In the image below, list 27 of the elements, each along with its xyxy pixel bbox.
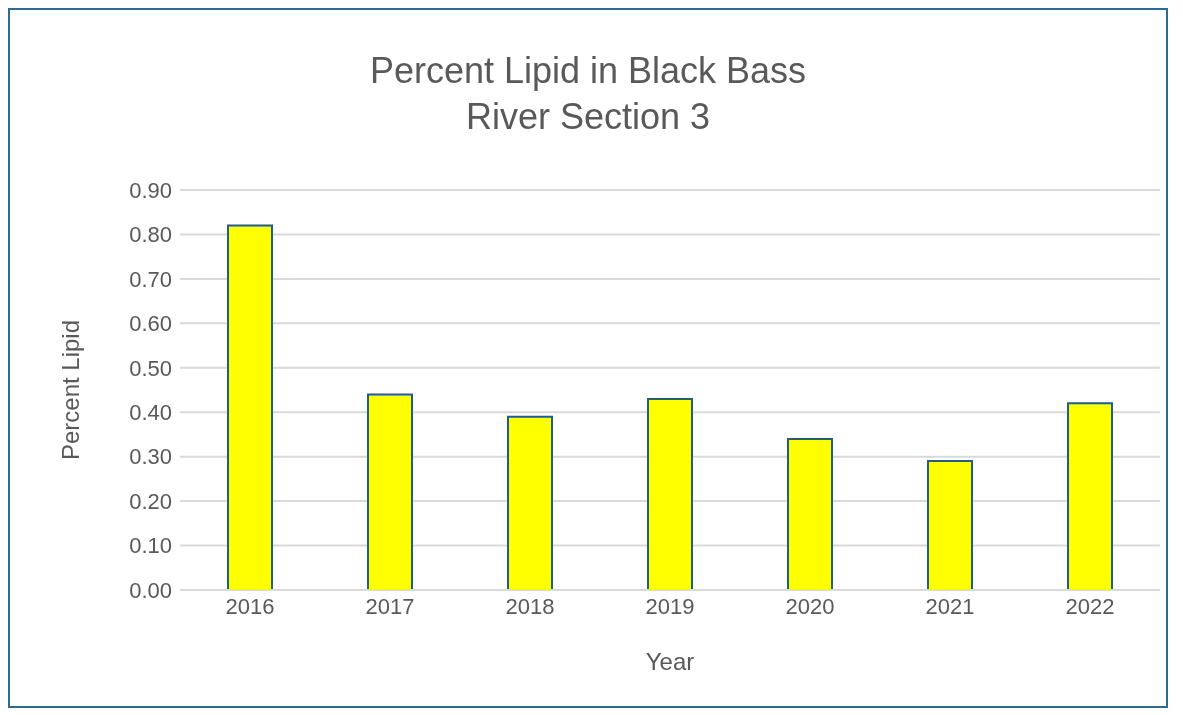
y-tick-label: 0.00 bbox=[129, 577, 172, 603]
x-tick-label: 2018 bbox=[505, 593, 555, 619]
y-tick-label: 0.70 bbox=[129, 266, 172, 292]
bar bbox=[507, 415, 553, 590]
bar bbox=[927, 460, 973, 590]
y-tick-label: 0.60 bbox=[129, 311, 172, 337]
x-tick-label: 2020 bbox=[785, 593, 835, 619]
x-tick-label: 2016 bbox=[225, 593, 275, 619]
y-axis-title: Percent Lipid bbox=[56, 319, 84, 461]
bar bbox=[1067, 402, 1113, 590]
x-tick-label: 2022 bbox=[1065, 593, 1115, 619]
y-tick-label: 0.40 bbox=[129, 400, 172, 426]
y-tick-label: 0.30 bbox=[129, 444, 172, 470]
chart-title: Percent Lipid in Black Bass River Section 3 bbox=[368, 49, 808, 139]
bar bbox=[647, 397, 693, 590]
bar bbox=[227, 224, 273, 590]
y-tick-label: 0.10 bbox=[129, 533, 172, 559]
x-tick-label: 2019 bbox=[645, 593, 695, 619]
bar bbox=[367, 393, 413, 590]
bar bbox=[787, 437, 833, 590]
y-tick-label: 0.80 bbox=[129, 222, 172, 248]
x-tick-label: 2021 bbox=[925, 593, 975, 619]
y-tick-label: 0.20 bbox=[129, 488, 172, 514]
y-tick-label: 0.50 bbox=[129, 355, 172, 381]
x-tick-label: 2017 bbox=[365, 593, 415, 619]
x-axis-title: Year bbox=[645, 648, 695, 675]
y-tick-label: 0.90 bbox=[129, 177, 172, 203]
